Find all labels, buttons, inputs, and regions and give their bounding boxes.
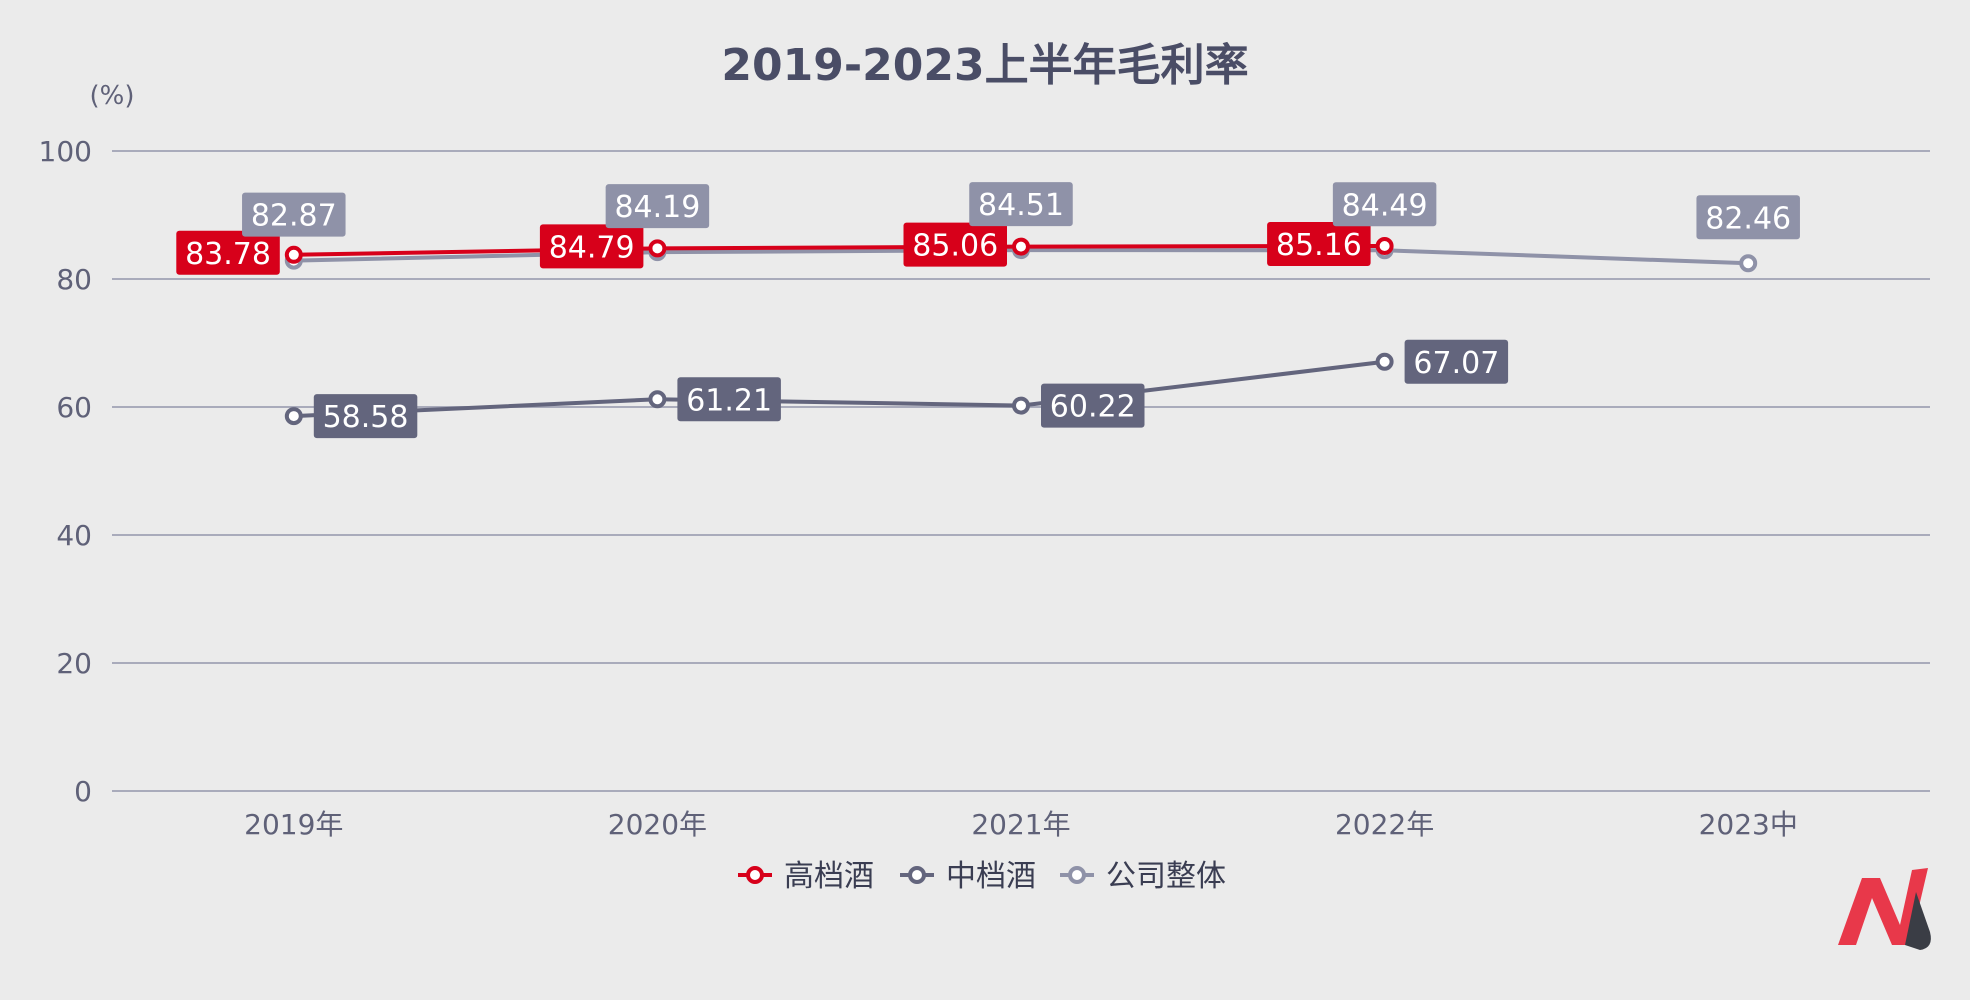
y-tick-label: 100 xyxy=(39,135,92,168)
data-label-text: 61.21 xyxy=(686,383,772,418)
data-label-text: 84.51 xyxy=(978,188,1064,223)
data-label-box xyxy=(1041,383,1145,428)
data-label-box xyxy=(903,222,1007,267)
series-line xyxy=(293,243,1385,257)
data-label-box xyxy=(1332,182,1437,227)
y-axis-ticks: 0 20 40 60 80 100 xyxy=(39,135,92,808)
data-label-text: 82.46 xyxy=(1705,201,1791,236)
data-label-text: 85.16 xyxy=(1276,228,1362,263)
brand-logo xyxy=(1838,868,1931,950)
series-lines xyxy=(293,243,1749,419)
data-label-text: 84.79 xyxy=(549,230,635,265)
data-point xyxy=(284,407,303,426)
legend-item: 公司整体 xyxy=(1060,859,1226,894)
x-tick-label: 2022年 xyxy=(1335,808,1434,841)
data-labels: 83.78 84.79 85.06 85.16 58.58 61.21 60.22 67.07… xyxy=(176,182,1800,439)
data-point xyxy=(648,239,667,258)
legend-marker xyxy=(908,866,926,884)
data-label: 82.87 xyxy=(242,192,346,237)
data-label-box xyxy=(1696,195,1800,240)
data-label-box xyxy=(1404,339,1509,384)
data-label: 61.21 xyxy=(677,377,781,422)
data-label: 83.78 xyxy=(176,230,280,275)
x-axis-ticks: 2019年 2020年 2021年 2022年 2023中 xyxy=(244,808,1798,841)
data-label: 84.79 xyxy=(539,224,644,269)
data-label-box xyxy=(242,192,346,237)
data-label: 82.46 xyxy=(1696,195,1800,240)
data-label-text: 60.22 xyxy=(1050,390,1136,425)
series-line xyxy=(293,359,1385,419)
legend-item: 高档酒 xyxy=(738,859,874,894)
data-point xyxy=(648,390,667,409)
data-label: 58.58 xyxy=(313,394,418,439)
data-label-box xyxy=(1267,221,1371,266)
legend-label: 中档酒 xyxy=(946,859,1036,894)
legend: 高档酒 中档酒 公司整体 xyxy=(738,859,1226,894)
data-label-box xyxy=(539,224,644,269)
data-label-box xyxy=(969,182,1073,227)
data-label: 85.16 xyxy=(1267,221,1371,266)
series-points xyxy=(284,236,1758,426)
data-label-box xyxy=(605,184,710,229)
y-tick-label: 0 xyxy=(74,775,92,808)
legend-marker xyxy=(1068,866,1086,884)
data-point xyxy=(1375,236,1394,255)
data-label-text: 58.58 xyxy=(323,400,409,435)
data-label: 67.07 xyxy=(1404,339,1509,384)
x-tick-label: 2021年 xyxy=(971,808,1070,841)
data-point xyxy=(1012,237,1030,256)
data-label: 84.19 xyxy=(605,184,710,229)
data-label: 84.49 xyxy=(1332,182,1437,227)
legend-item: 中档酒 xyxy=(900,859,1036,894)
y-axis-unit: (%) xyxy=(90,81,135,111)
data-label: 84.51 xyxy=(969,182,1073,227)
data-label: 85.06 xyxy=(903,222,1007,267)
data-point xyxy=(284,245,303,264)
data-label-box xyxy=(313,394,418,439)
x-tick-label: 2020年 xyxy=(608,808,707,841)
logo-dark-stroke xyxy=(1905,892,1931,950)
y-tick-label: 80 xyxy=(56,263,92,296)
legend-label: 高档酒 xyxy=(784,859,874,894)
y-tick-label: 20 xyxy=(56,647,92,680)
data-label-box xyxy=(176,230,280,275)
data-label-box xyxy=(677,377,781,422)
data-point xyxy=(1012,396,1030,415)
chart-title: 2019-2023上半年毛利率 xyxy=(721,40,1248,91)
data-label-text: 67.07 xyxy=(1413,346,1499,381)
y-tick-label: 40 xyxy=(56,519,92,552)
y-tick-label: 60 xyxy=(56,391,92,424)
data-point xyxy=(1375,352,1394,371)
data-label-text: 84.19 xyxy=(614,190,700,225)
legend-marker xyxy=(746,866,764,884)
x-tick-label: 2023中 xyxy=(1699,808,1798,841)
data-label-text: 82.87 xyxy=(251,199,337,234)
x-tick-label: 2019年 xyxy=(244,808,343,841)
data-label: 60.22 xyxy=(1041,383,1145,428)
logo-red-stroke xyxy=(1838,868,1928,945)
legend-label: 公司整体 xyxy=(1106,859,1226,894)
data-label-text: 83.78 xyxy=(185,237,271,272)
data-label-text: 85.06 xyxy=(912,229,998,264)
data-label-text: 84.49 xyxy=(1342,188,1428,223)
data-point xyxy=(1739,254,1758,273)
